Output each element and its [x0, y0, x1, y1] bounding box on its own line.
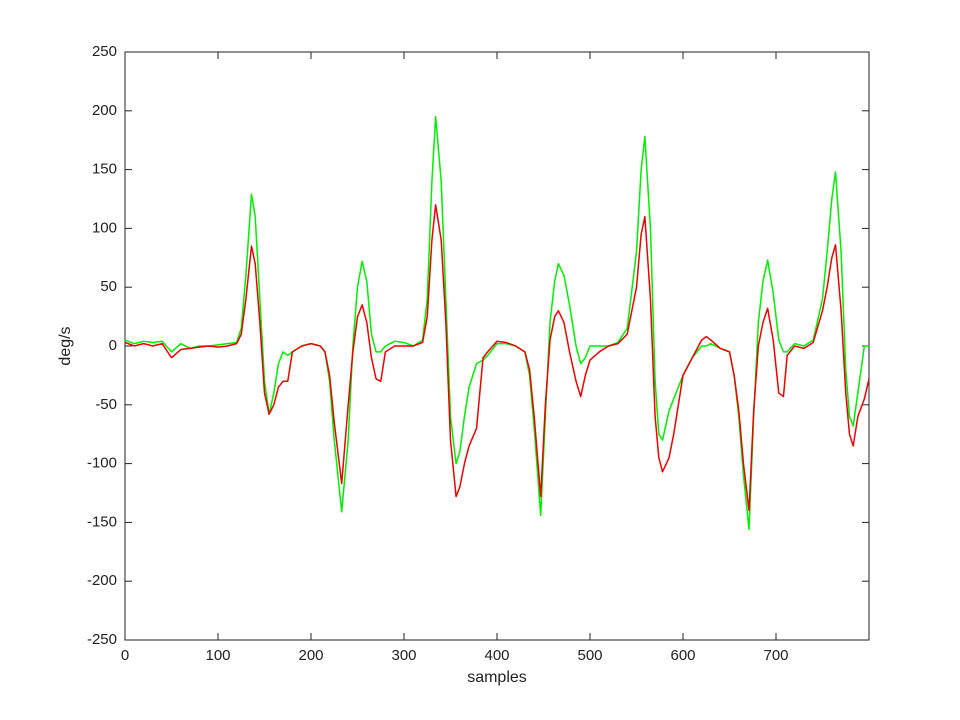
y-tick-label: 150: [92, 161, 117, 178]
y-tick-label: 200: [92, 102, 117, 119]
x-tick-label: 200: [298, 647, 323, 664]
x-tick-label: 700: [763, 647, 788, 664]
x-tick-label: 100: [205, 647, 230, 664]
y-tick-label: -100: [87, 455, 117, 472]
x-tick-label: 600: [670, 647, 695, 664]
y-tick-label: 0: [109, 337, 117, 354]
x-tick-label: 0: [121, 647, 129, 664]
y-tick-label: 50: [100, 278, 117, 295]
y-tick-label: 100: [92, 219, 117, 236]
y-tick-label: -200: [87, 572, 117, 589]
x-tick-label: 400: [484, 647, 509, 664]
y-tick-label: 250: [92, 43, 117, 60]
y-tick-label: -150: [87, 513, 117, 530]
y-axis-label: deg/s: [57, 326, 74, 365]
x-tick-label: 500: [577, 647, 602, 664]
series-line: [124, 204, 870, 512]
plot-area: [124, 51, 870, 641]
y-tick-label: -250: [87, 631, 117, 648]
x-axis-label: samples: [467, 669, 527, 686]
y-tick-label: -50: [95, 396, 117, 413]
x-tick-label: 300: [391, 647, 416, 664]
